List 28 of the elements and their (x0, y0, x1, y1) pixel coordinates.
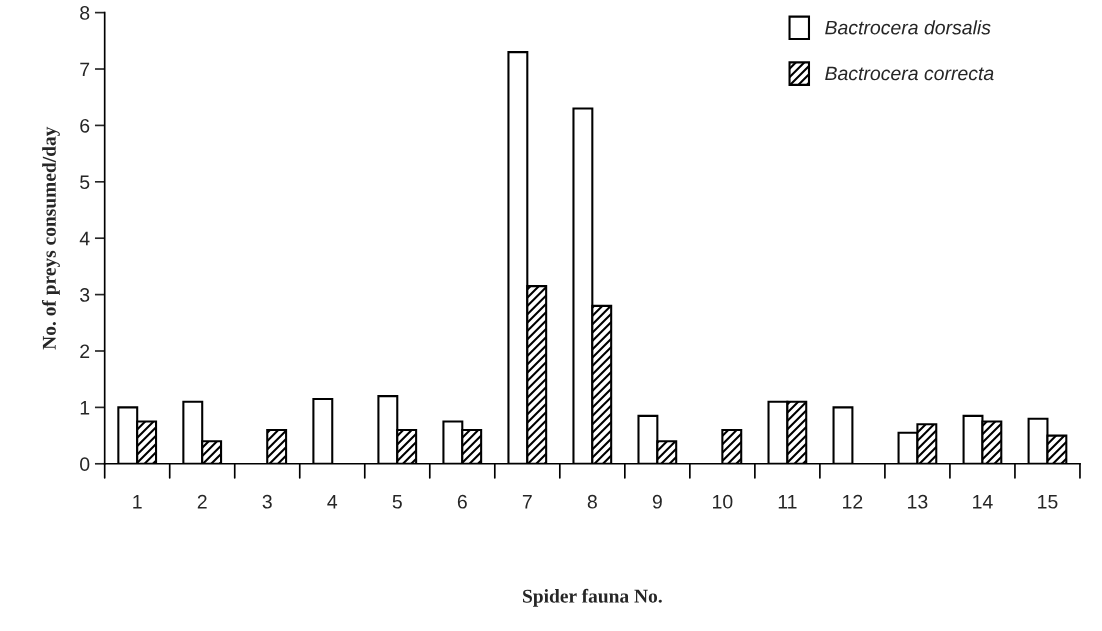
y-tick-label: 1 (80, 401, 90, 415)
y-tick-label: 2 (80, 344, 90, 359)
x-tick-label: 15 (1038, 495, 1058, 509)
x-tick-label: 10 (713, 494, 733, 509)
x-tick-label: 12 (843, 494, 863, 509)
x-tick-label: 3 (262, 494, 272, 509)
x-tick-label: 6 (457, 494, 467, 509)
y-axis-title: No. of preys consumed/day (41, 126, 60, 350)
y-tick-label: 6 (80, 118, 90, 133)
x-tick-label: 8 (587, 494, 597, 509)
x-tick-label: 14 (973, 495, 993, 509)
y-tick-label: 8 (80, 6, 90, 20)
x-tick-label: 4 (327, 495, 338, 509)
x-tick-label: 5 (392, 495, 402, 509)
legend-label: Bactrocera correcta (825, 66, 994, 81)
y-tick-label: 4 (79, 231, 90, 246)
x-axis-title: Spider fauna No. (523, 588, 662, 607)
y-tick-label: 3 (80, 288, 90, 302)
y-tick-label: 0 (80, 457, 90, 472)
legend-label: Bactrocera dorsalis (825, 20, 991, 35)
x-tick-label: 2 (197, 494, 207, 509)
y-tick-label: 7 (80, 62, 90, 77)
x-tick-label: 9 (652, 494, 662, 509)
x-tick-label: 11 (778, 495, 797, 509)
x-tick-label: 13 (908, 494, 928, 509)
y-tick-label: 5 (80, 175, 90, 190)
x-tick-label: 1 (133, 495, 142, 509)
x-tick-label: 7 (522, 495, 532, 509)
